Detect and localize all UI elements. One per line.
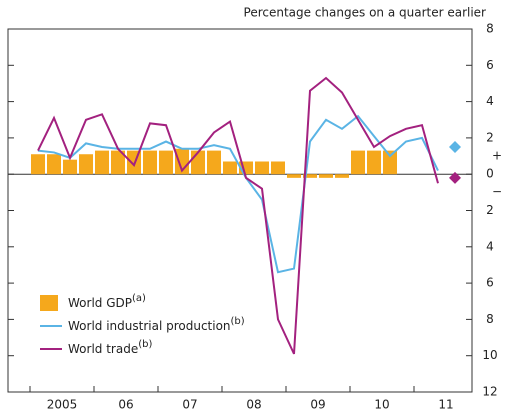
legend-label: World industrial production(b) — [68, 316, 245, 333]
bar — [47, 154, 61, 175]
bar — [143, 150, 157, 175]
bar — [319, 174, 333, 178]
y-tick-label: 8 — [486, 22, 494, 36]
bar — [95, 150, 109, 175]
y-tick-label: 4 — [486, 239, 494, 253]
bar — [63, 159, 77, 175]
bar — [351, 150, 365, 175]
bar — [383, 150, 397, 175]
legend-name: World trade — [68, 342, 138, 356]
legend-name: World industrial production — [68, 319, 231, 333]
bar — [287, 174, 301, 178]
legend-note: (b) — [138, 339, 152, 350]
bar — [271, 161, 285, 175]
y-tick-label: 12 — [482, 385, 497, 399]
legend-note: (a) — [132, 293, 146, 304]
bar — [79, 154, 93, 175]
y-tick-label: 6 — [486, 58, 494, 72]
y-tick-label: 2 — [486, 203, 494, 217]
line — [37, 76, 439, 355]
bar — [191, 150, 205, 175]
estimate-marker — [449, 171, 461, 184]
y-tick-label: 10 — [482, 348, 497, 362]
y-tick-label: 2 — [486, 130, 494, 144]
bar — [207, 150, 221, 175]
legend-label: World GDP(a) — [68, 293, 146, 310]
bar — [31, 154, 45, 175]
bar — [303, 174, 317, 178]
bar — [111, 150, 125, 175]
sign-minus: − — [492, 185, 502, 199]
plot-frame — [7, 28, 473, 393]
y-tick-label: 0 — [486, 167, 494, 181]
line — [37, 114, 439, 274]
x-tick-label: 09 — [310, 398, 325, 412]
legend-label: World trade(b) — [68, 339, 152, 356]
x-tick-label: 2005 — [47, 398, 78, 412]
bar — [159, 150, 173, 175]
bar — [367, 150, 381, 175]
chart-subtitle: Percentage changes on a quarter earlier — [244, 6, 487, 20]
x-tick-label: 08 — [246, 398, 261, 412]
x-tick-label: 10 — [374, 398, 389, 412]
y-tick-label: 4 — [486, 94, 494, 108]
x-tick-label: 06 — [118, 398, 133, 412]
legend-swatch — [40, 295, 58, 311]
y-tick-label: 8 — [486, 312, 494, 326]
bar — [255, 161, 269, 175]
legend-name: World GDP — [68, 296, 132, 310]
legend-note: (b) — [231, 316, 245, 327]
estimate-marker — [449, 140, 461, 153]
x-tick-label: 07 — [182, 398, 197, 412]
sign-plus: + — [492, 149, 502, 163]
x-tick-label: 11 — [438, 398, 453, 412]
bar — [223, 161, 237, 175]
y-tick-label: 6 — [486, 276, 494, 290]
bar — [335, 174, 349, 178]
